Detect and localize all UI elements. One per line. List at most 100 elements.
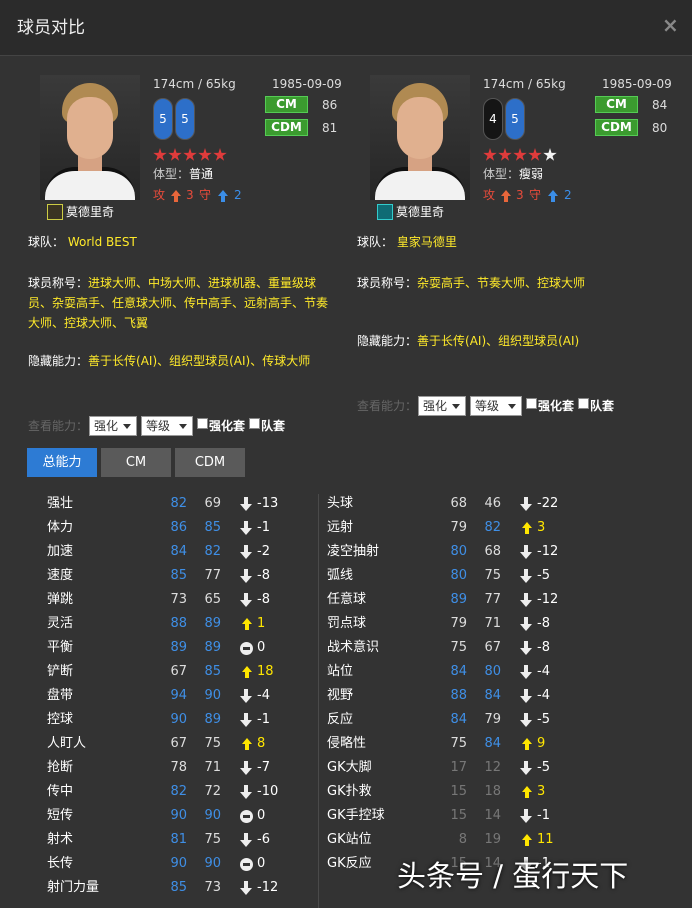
select[interactable]: 强化: [89, 416, 137, 436]
stat-name: 平衡: [47, 640, 74, 655]
header-bar: [0, 0, 692, 56]
work-rate: 攻: [153, 187, 165, 203]
dialog-title: 球员对比: [17, 18, 85, 38]
defense: 守: [199, 187, 211, 203]
stat-value: 79: [484, 712, 501, 727]
stat-value: 65: [204, 592, 221, 607]
stat-diff: -2: [257, 544, 270, 559]
diff-down: [520, 497, 532, 511]
stat-diff: -5: [537, 568, 550, 583]
stat-diff: -8: [257, 568, 270, 583]
stat-value: 85: [170, 880, 187, 895]
diff-zero: [240, 858, 253, 871]
foot-rating: 4: [483, 98, 503, 140]
stat-name: 头球: [327, 496, 354, 511]
foot-rating: 5: [153, 98, 173, 140]
stat-diff: -4: [537, 664, 550, 679]
stat-value: 89: [204, 712, 221, 727]
position-rating: 84: [652, 98, 668, 112]
stat-value: 81: [170, 832, 187, 847]
stat-value: 14: [484, 808, 501, 823]
watermark: 头条号 / 蛋行天下: [397, 859, 629, 893]
hidden-value: 善于长传(AI)、组织型球员(AI): [417, 334, 580, 348]
stat-value: 84: [170, 544, 187, 559]
stat-name: 传中: [47, 784, 74, 799]
stat-diff: 18: [257, 664, 274, 679]
portrait-face: [397, 97, 443, 159]
defense-value: 2: [234, 188, 242, 202]
stat-value: 85: [204, 520, 221, 535]
stat-diff: -4: [537, 688, 550, 703]
work-rate: 攻: [483, 187, 495, 203]
stat-diff: 0: [257, 808, 266, 823]
checkbox[interactable]: [578, 398, 589, 409]
player-portrait: [370, 75, 470, 200]
stat-name: 铲断: [47, 664, 74, 679]
stat-value: 89: [204, 616, 221, 631]
defense-arrow: [548, 190, 558, 202]
close-button[interactable]: ×: [662, 13, 679, 37]
tab[interactable]: CDM: [175, 448, 245, 477]
diff-down: [520, 569, 532, 583]
stat-name: 加速: [47, 544, 74, 559]
stat-value: 8: [458, 832, 467, 847]
titles-value: 进球大师、中场大师、进球机器、重量级球员、杂耍高手、任意球大师、传中高手、远射高…: [28, 276, 329, 330]
stat-value: 80: [450, 544, 467, 559]
player-portrait: [40, 75, 140, 200]
stat-value: 73: [204, 880, 221, 895]
stat-name: 侵略性: [327, 736, 367, 751]
attack-label: 攻: [483, 188, 496, 202]
position-badge: CM: [265, 96, 308, 113]
stat-name: GK大脚: [327, 760, 372, 775]
team-value: 皇家马德里: [396, 235, 457, 249]
hidden-abilities: 隐藏能力：善于长传(AI)、组织型球员(AI): [357, 333, 662, 349]
stat-value: 90: [170, 808, 187, 823]
stat-value: 85: [170, 568, 187, 583]
diff-down: [240, 785, 252, 799]
select[interactable]: 等级: [470, 396, 522, 416]
stat-name: 罚点球: [327, 616, 367, 631]
stat-value: 80: [450, 568, 467, 583]
select[interactable]: 等级: [141, 416, 193, 436]
checkbox[interactable]: [249, 418, 260, 429]
stat-diff: -12: [257, 880, 279, 895]
checkbox-label: 队套: [261, 419, 286, 433]
stat-value: 75: [450, 736, 467, 751]
stat-diff: -8: [257, 592, 270, 607]
stat-value: 46: [484, 496, 501, 511]
tab[interactable]: 总能力: [27, 448, 97, 477]
tab[interactable]: CM: [101, 448, 171, 477]
stat-name: 强壮: [47, 496, 74, 511]
diff-zero: [240, 642, 253, 655]
defense-label: 守: [199, 188, 212, 202]
stat-value: 71: [484, 616, 501, 631]
diff-down: [240, 521, 252, 535]
stat-diff: -6: [257, 832, 270, 847]
stat-name: 战术意识: [327, 640, 380, 655]
player-name: 莫德里奇: [66, 205, 115, 219]
stat-value: 89: [170, 640, 187, 655]
checkbox[interactable]: [197, 418, 208, 429]
diff-down: [240, 569, 252, 583]
diff-down: [240, 497, 252, 511]
portrait-face: [67, 97, 113, 159]
stat-value: 75: [204, 832, 221, 847]
view-label: 查看能力：: [357, 399, 418, 413]
team: 球队： World BEST: [28, 234, 137, 250]
stat-name: 长传: [47, 856, 74, 871]
stat-diff: -1: [257, 712, 270, 727]
stat-value: 75: [450, 640, 467, 655]
stat-value: 15: [450, 856, 467, 871]
checkbox[interactable]: [526, 398, 537, 409]
stat-name: 灵活: [47, 616, 74, 631]
attack-value: 3: [186, 188, 194, 202]
attack-value: 3: [516, 188, 524, 202]
body-type: 体型：瘦弱: [483, 166, 543, 182]
stat-value: 90: [170, 712, 187, 727]
stat-diff: -1: [537, 808, 550, 823]
stat-name: 站位: [327, 664, 354, 679]
select[interactable]: 强化: [418, 396, 466, 416]
stat-name: GK扑救: [327, 784, 372, 799]
team: 球队： 皇家马德里: [357, 234, 457, 250]
